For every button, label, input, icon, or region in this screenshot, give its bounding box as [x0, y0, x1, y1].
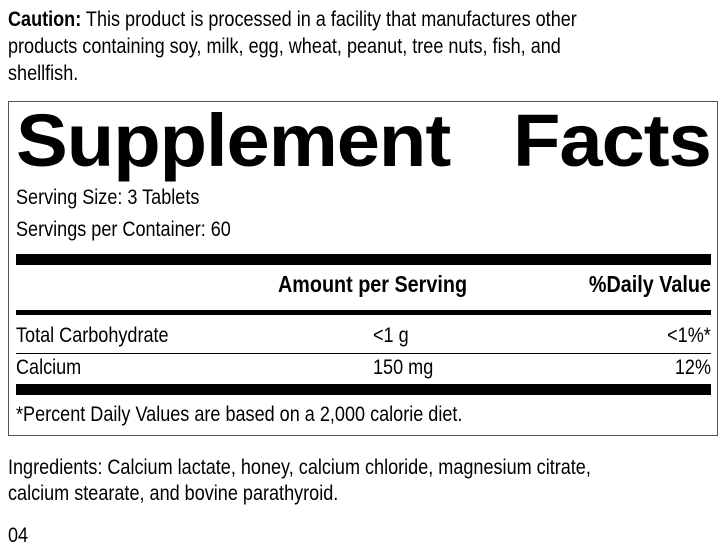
nutrient-dv: 12% [674, 356, 711, 379]
product-code: 04 [8, 524, 29, 547]
title-supplement: Supplement [16, 99, 451, 182]
nutrient-amount: <1 g [373, 324, 409, 347]
caution-line-1-text: This product is processed in a facility … [81, 8, 577, 31]
caution-line-3: shellfish. [8, 62, 79, 85]
ingredients-line-2: calcium stearate, and bovine parathyroid… [8, 482, 339, 505]
ingredients-line-1: Ingredients: Calcium lactate, honey, cal… [8, 456, 591, 479]
supplement-facts-panel [8, 101, 718, 436]
nutrient-amount: 150 mg [373, 356, 434, 379]
nutrient-name: Calcium [16, 356, 82, 379]
row-divider [16, 353, 711, 354]
thick-divider [16, 254, 711, 265]
caution-line-2: products containing soy, milk, egg, whea… [8, 35, 561, 58]
footnote: *Percent Daily Values are based on a 2,0… [16, 403, 463, 426]
caution-line-1: Caution: This product is processed in a … [8, 8, 577, 32]
nutrient-name: Total Carbohydrate [16, 324, 169, 347]
serving-size: Serving Size: 3 Tablets [16, 186, 200, 209]
header-amount: Amount per Serving [278, 271, 468, 297]
thick-divider [16, 384, 711, 395]
title-facts: Facts [513, 99, 712, 182]
header-daily-value: %Daily Value [588, 271, 711, 297]
nutrient-dv: <1%* [667, 324, 711, 347]
medium-divider [16, 310, 711, 315]
servings-per-container: Servings per Container: 60 [16, 218, 231, 241]
caution-label: Caution: [8, 8, 82, 31]
